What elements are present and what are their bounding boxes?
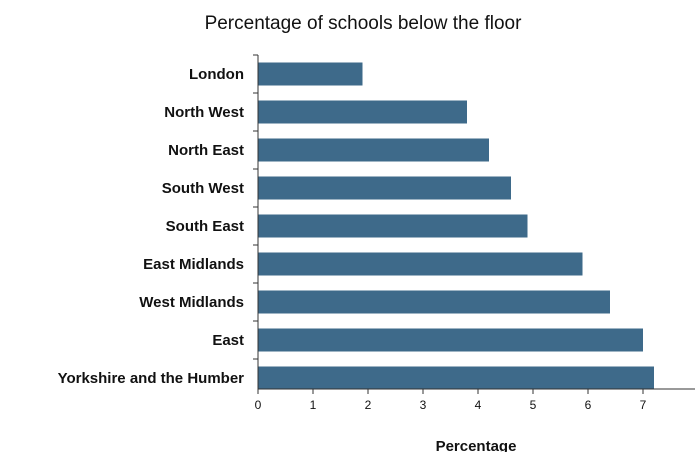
bar-south-west: [258, 177, 511, 200]
category-label-yorkshire-and-the-humber: Yorkshire and the Humber: [58, 370, 245, 387]
chart-title: Percentage of schools below the floor: [205, 13, 523, 34]
category-label-east: East: [212, 332, 244, 349]
x-tick-label: 6: [585, 398, 592, 412]
bar-north-west: [258, 101, 467, 124]
x-ticks-group: 012345678: [255, 389, 695, 412]
bar-south-east: [258, 215, 528, 238]
category-label-north-east: North East: [168, 142, 244, 159]
category-label-west-midlands: West Midlands: [139, 294, 244, 311]
x-axis-title: Percentage: [436, 438, 517, 452]
bar-yorkshire-and-the-humber: [258, 367, 654, 390]
category-label-london: London: [189, 66, 244, 83]
category-label-south-west: South West: [162, 180, 244, 197]
x-tick-label: 2: [365, 398, 372, 412]
x-tick-label: 3: [420, 398, 427, 412]
bar-west-midlands: [258, 291, 610, 314]
x-tick-label: 1: [310, 398, 317, 412]
x-tick-label: 7: [640, 398, 647, 412]
x-tick-label: 4: [475, 398, 482, 412]
bars-group: [258, 63, 654, 390]
category-labels: London North West North East South West Sout…: [58, 66, 245, 387]
x-tick-label: 0: [255, 398, 262, 412]
bar-east: [258, 329, 643, 352]
category-label-east-midlands: East Midlands: [143, 256, 244, 273]
x-tick-label: 5: [530, 398, 537, 412]
category-label-south-east: South East: [166, 218, 244, 235]
bar-north-east: [258, 139, 489, 162]
bar-london: [258, 63, 363, 86]
category-label-north-west: North West: [164, 104, 244, 121]
bar-east-midlands: [258, 253, 583, 276]
